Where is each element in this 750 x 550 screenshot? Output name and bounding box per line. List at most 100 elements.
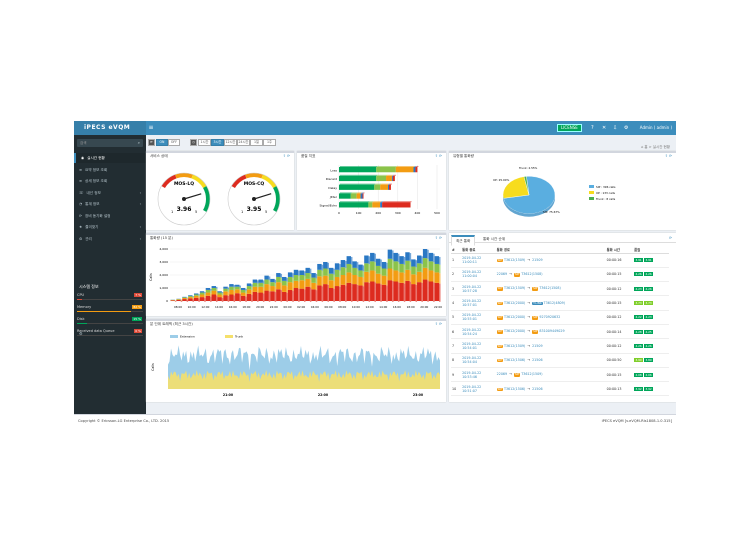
callee[interactable]: T3612(4809) xyxy=(543,300,566,305)
tools-icon[interactable]: ✕ xyxy=(602,125,607,131)
on-button[interactable]: ON xyxy=(156,139,168,146)
table-row[interactable]: 10 2019-04-22 10:51:07 SIP T3612(1506) → 21506… xyxy=(451,381,669,397)
panel-tools-icon[interactable]: ⇧ ⟳ xyxy=(434,236,442,240)
volume-bar-side xyxy=(409,253,412,262)
caller[interactable]: 22069 xyxy=(496,272,508,277)
callee[interactable]: T3612(1508) xyxy=(539,286,561,291)
sidebar-item-4[interactable]: ◔ 통계 정보 ‹ xyxy=(74,199,146,209)
sidebar-item-1[interactable]: ≡ 요약 정보 조회 xyxy=(74,165,146,175)
volume-bar xyxy=(317,276,322,286)
user-menu[interactable]: Admin ( admin ) xyxy=(639,125,672,130)
volume-bar-side xyxy=(298,270,300,276)
metric-bar xyxy=(77,311,143,312)
sidebar-item-0[interactable]: ◉ 실시간 현황 xyxy=(74,153,146,163)
callee[interactable]: 9270920632 xyxy=(539,315,561,320)
call-path: SIP T3612(1506) → 21506 xyxy=(495,381,606,397)
callee[interactable]: 21506 xyxy=(532,357,543,362)
column-header: 통화 시간 xyxy=(605,247,634,254)
table-row[interactable]: 5 2019-04-22 10:55:01 SIP T3612(2000) → SIP 927… xyxy=(451,310,669,325)
period-5[interactable]: 1주 xyxy=(263,139,276,146)
table-row[interactable]: 8 2019-04-22 10:54:04 SIP T3612(1506) → 21506 0… xyxy=(451,353,669,368)
panel-tools-icon[interactable]: ⇧ ⟳ xyxy=(664,154,672,158)
sidebar-item-7[interactable]: ⚙ 관리 ‹ xyxy=(74,234,146,244)
volume-bar-side xyxy=(356,275,359,285)
volume-bar xyxy=(328,288,334,301)
table-row[interactable]: 9 2019-04-22 10:53:46 22069 → SIP T3612(1509) 0… xyxy=(451,367,669,383)
sidebar-item-2[interactable]: ≡ 상세 정보 조회 xyxy=(74,176,146,186)
caller[interactable]: T3612(1506) xyxy=(503,386,526,391)
caller[interactable]: T3612(1509) xyxy=(503,286,526,291)
panel-tools-icon[interactable]: ⇧ ⟳ xyxy=(434,322,442,326)
caller[interactable]: T3612(1509) xyxy=(503,257,526,262)
help-icon[interactable]: ? xyxy=(591,125,594,131)
menu-toggle-icon[interactable]: ≡ xyxy=(148,124,154,131)
trunk-area xyxy=(168,370,440,389)
volume-bar xyxy=(205,289,211,293)
callee[interactable]: 831009449029 xyxy=(539,329,565,334)
tab-recent-calls[interactable]: 최근 통화 xyxy=(451,235,476,246)
caller[interactable]: 22069 xyxy=(496,372,508,377)
search-icon[interactable]: ⌕ xyxy=(137,140,140,145)
call-date[interactable]: 2019-04-22 xyxy=(462,284,482,289)
period-0[interactable]: 1시간 xyxy=(198,139,211,146)
volume-bar-side xyxy=(304,281,306,290)
off-button[interactable]: OFF xyxy=(168,139,180,146)
period-3[interactable]: 24시간 xyxy=(237,139,250,146)
call-date[interactable]: 2019-04-22 xyxy=(462,270,482,275)
callee[interactable]: 21506 xyxy=(532,386,543,391)
caller[interactable]: T3612(1506) xyxy=(503,357,526,362)
tab-call-ranking[interactable]: 통화 시간 순위 xyxy=(483,237,506,241)
period-2[interactable]: 12시간 xyxy=(224,139,237,146)
refresh-toggle-icon[interactable]: ⟳ xyxy=(148,139,155,146)
gauge-needle xyxy=(183,193,202,200)
caller[interactable]: T3612(2000) xyxy=(503,329,526,334)
table-row[interactable]: 3 2019-04-22 10:57:28 SIP T3612(1509) → SIP T36… xyxy=(451,281,669,297)
row-number: 7 xyxy=(451,338,462,354)
call-date[interactable]: 2019-04-22 xyxy=(462,256,482,261)
volume-bar-side xyxy=(315,273,318,279)
x-tick: 18:00 xyxy=(407,305,415,309)
metric-label: Memory xyxy=(77,305,92,309)
volume-bar xyxy=(370,252,375,262)
panel-tools-icon[interactable]: ⇧ ⟳ xyxy=(434,154,442,158)
gauge-min: 1 xyxy=(171,210,173,214)
volume-bar xyxy=(270,278,275,283)
volume-bar-side xyxy=(392,259,394,270)
call-date[interactable]: 2019-04-22 xyxy=(462,356,482,361)
panel-tools-icon[interactable]: ⇧ ⟳ xyxy=(282,154,290,158)
settings-icon[interactable]: ⚙ xyxy=(624,125,629,131)
period-1[interactable]: 3시간 xyxy=(211,139,224,146)
table-row[interactable]: 7 2019-04-22 10:54:01 SIP T3612(1509) → 21509 0… xyxy=(451,338,669,354)
call-date[interactable]: 2019-04-22 xyxy=(462,341,482,346)
download-icon[interactable]: ⇩ xyxy=(613,125,618,131)
volume-bar-side xyxy=(409,261,412,271)
caller[interactable]: T3612(1509) xyxy=(503,343,526,348)
table-row[interactable]: 4 2019-04-22 10:57:01 SIP T3612(2000) → T.LINK… xyxy=(451,295,669,311)
x-tick: 23:00 xyxy=(413,393,424,397)
call-date[interactable]: 2019-04-22 xyxy=(462,370,482,375)
caller[interactable]: T3612(2000) xyxy=(503,315,526,320)
table-row[interactable]: 1 2019-04-22 11:00:11 SIP T3612(1509) → 21509 0… xyxy=(451,253,669,268)
callee[interactable]: 21509 xyxy=(532,257,543,262)
volume-bar-side xyxy=(280,290,283,302)
caller[interactable]: T3612(2000) xyxy=(503,300,526,305)
period-4[interactable]: 1일 xyxy=(250,139,263,146)
settings-small-icon[interactable]: ⚙ xyxy=(79,331,83,336)
sidebar-item-5[interactable]: ⟳ 장비 동기화 설정 xyxy=(74,211,146,221)
volume-bar xyxy=(387,258,393,269)
call-date[interactable]: 2019-04-22 xyxy=(462,327,482,332)
search-input[interactable]: 검색 ⌕ xyxy=(77,139,143,147)
callee[interactable]: T3612(1509) xyxy=(521,372,543,377)
sidebar-item-3[interactable]: ☏ 내선 정보 ‹ xyxy=(74,188,146,198)
sidebar-item-6[interactable]: ★ 즐겨찾기 ‹ xyxy=(74,222,146,232)
call-date[interactable]: 2019-04-22 xyxy=(462,384,482,389)
call-date[interactable]: 2019-04-22 xyxy=(462,313,482,318)
volume-bar-side xyxy=(350,283,353,302)
callee[interactable]: T3612(1508) xyxy=(521,272,543,277)
table-row[interactable]: 2 2019-04-22 11:00:04 22069 → SIP T3612(1508) 0… xyxy=(451,267,669,283)
table-row[interactable]: 6 2019-04-22 10:54:24 SIP T3612(2000) → SIP 831… xyxy=(451,324,669,340)
callee[interactable]: 21509 xyxy=(532,343,543,348)
license-button[interactable]: LICENSE xyxy=(557,124,582,132)
call-date[interactable]: 2019-04-22 xyxy=(462,299,482,304)
refresh-icon[interactable]: ⟳ xyxy=(668,236,672,240)
